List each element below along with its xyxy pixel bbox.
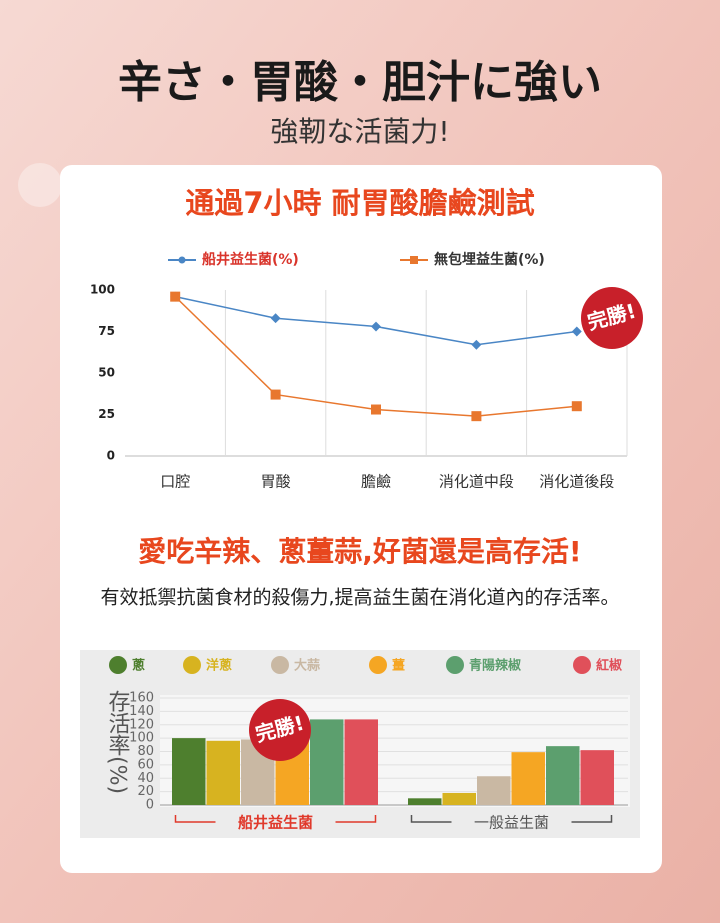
chart-title: 愛吃辛辣、蔥薑蒜,好菌還是高存活! [138, 535, 581, 568]
legend-icon [183, 656, 201, 674]
page-subtitle: 強靭な活菌力! [270, 115, 449, 148]
point [270, 389, 281, 400]
bar [580, 750, 614, 805]
legend-label: 大蒜 [294, 658, 320, 674]
legend-label: 無包埋益生菌(%) [434, 251, 545, 268]
y-tick-label: 0 [107, 449, 115, 463]
badge [249, 699, 311, 761]
point [471, 411, 482, 422]
x-tick-label: 消化道中段 [439, 473, 514, 491]
y-tick-label: 50 [98, 366, 115, 380]
group-bracket [174, 815, 377, 823]
legend-icon [573, 656, 591, 674]
bar [546, 746, 580, 805]
y-tick-label: 120 [129, 717, 154, 732]
legend-icon [109, 656, 127, 674]
y-tick-label: 60 [137, 757, 154, 772]
legend-icon [369, 656, 387, 674]
bar [172, 738, 206, 805]
y-tick-label: 40 [137, 771, 154, 786]
y-tick-label: 0 [146, 798, 154, 813]
legend-icon [446, 656, 464, 674]
legend-label: 船井益生菌(%) [202, 251, 299, 268]
legend-label: 洋蔥 [206, 658, 232, 674]
legend-label: 青陽辣椒 [469, 658, 521, 674]
x-tick-label: 一般益生菌 [474, 814, 549, 832]
y-tick-label: 20 [137, 784, 154, 799]
bar [511, 752, 545, 805]
point [571, 401, 582, 412]
group-bracket [410, 815, 613, 823]
legend-label: 紅椒 [596, 658, 622, 674]
point [371, 404, 381, 415]
y-tick-label: 100 [129, 731, 154, 746]
y-tick-label: 140 [129, 704, 154, 719]
x-tick-label: 膽鹼 [361, 473, 391, 491]
legend-marker [178, 256, 186, 264]
page-title: 辛さ・胃酸・胆汁に強い [118, 57, 602, 108]
y-tick-label: 25 [98, 407, 115, 421]
bar [206, 740, 240, 805]
point [571, 326, 582, 337]
droplet [18, 163, 62, 207]
point [371, 321, 381, 332]
legend-icon [271, 656, 289, 674]
legend-marker [410, 256, 418, 264]
x-tick-label: 船井益生菌 [238, 814, 313, 832]
legend-label: 蔥 [132, 658, 145, 674]
chart-subtitle: 有效抵禦抗菌食材的殺傷力,提高益生菌在消化道內的存活率。 [100, 587, 619, 609]
point [170, 291, 181, 302]
point [471, 339, 482, 350]
bar [408, 798, 442, 805]
chart-title: 通過7小時 耐胃酸膽鹼測試 [185, 186, 534, 220]
x-tick-label: 口腔 [160, 473, 190, 491]
x-tick-label: 消化道後段 [539, 473, 614, 491]
y-tick-label: 75 [98, 324, 115, 338]
badge [581, 287, 643, 349]
y-axis-label: 存活率(%) [105, 690, 131, 794]
bar [442, 792, 476, 805]
bar [310, 719, 344, 805]
legend-label: 薑 [392, 658, 405, 674]
y-tick-label: 160 [129, 691, 154, 706]
y-tick-label: 80 [137, 744, 154, 759]
point [270, 313, 281, 324]
x-tick-label: 胃酸 [261, 473, 291, 491]
y-tick-label: 100 [90, 283, 115, 297]
bar [477, 776, 511, 805]
bar [344, 719, 378, 805]
